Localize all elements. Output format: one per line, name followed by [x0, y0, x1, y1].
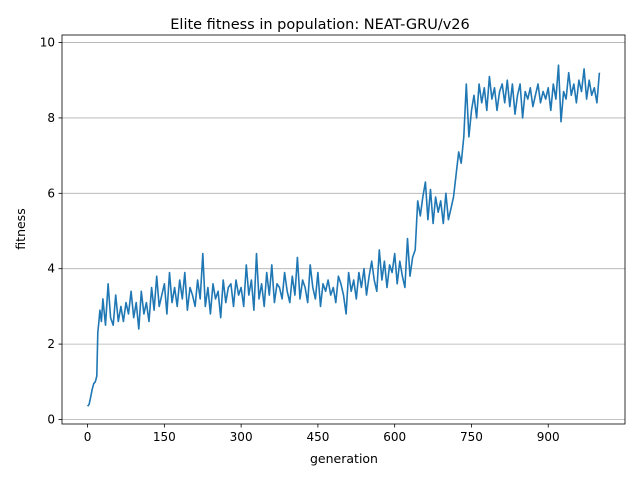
- x-tick-label: 0: [84, 430, 92, 444]
- y-tick-label: 6: [47, 186, 55, 200]
- x-tick-label: 600: [383, 430, 406, 444]
- y-tick-label: 8: [47, 111, 55, 125]
- y-axis-ticks: 0 2 4 6 8 10: [40, 36, 62, 426]
- y-tick-label: 10: [40, 36, 55, 50]
- plot-frame: [61, 34, 626, 425]
- gridlines: [62, 42, 625, 420]
- x-tick-label: 150: [153, 430, 176, 444]
- x-tick-label: 300: [230, 430, 253, 444]
- y-tick-label: 4: [47, 262, 55, 276]
- y-tick-label: 0: [47, 412, 55, 426]
- series-layer: [86, 64, 601, 407]
- axes: [61, 34, 626, 425]
- x-axis-ticks: 0 150 300 450 600 750 900: [84, 424, 560, 444]
- x-axis-label: generation: [310, 451, 378, 466]
- x-tick-label: 450: [306, 430, 329, 444]
- y-tick-label: 2: [47, 337, 55, 351]
- fitness-series-line: [86, 64, 601, 407]
- x-tick-label: 900: [537, 430, 560, 444]
- chart-title: Elite fitness in population: NEAT-GRU/v2…: [170, 17, 470, 33]
- y-axis-label: fitness: [13, 208, 28, 249]
- x-tick-label: 750: [460, 430, 483, 444]
